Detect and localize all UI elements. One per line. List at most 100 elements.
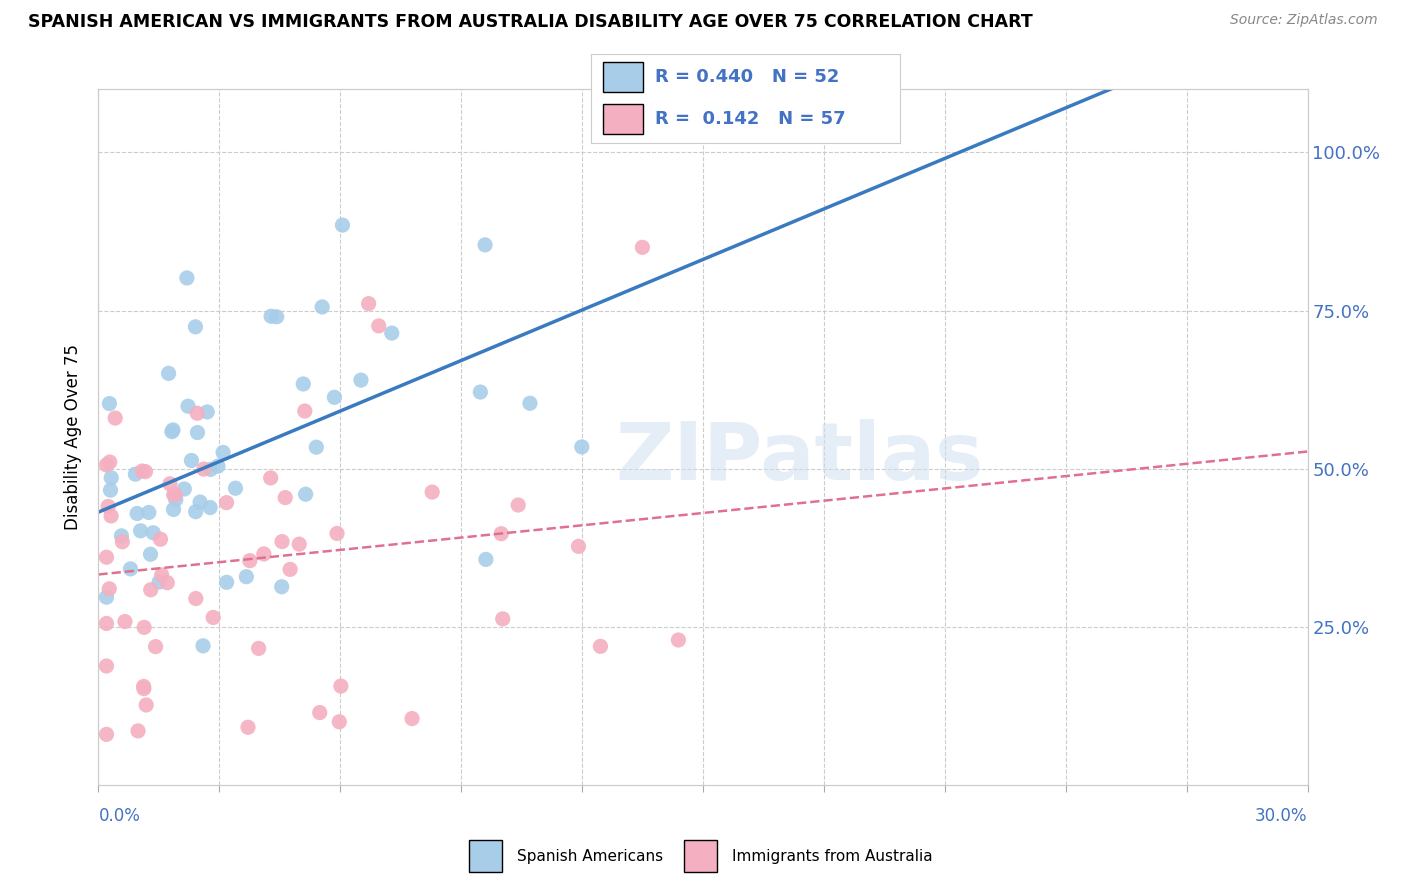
Point <box>260 471 283 485</box>
Point <box>124 467 146 482</box>
Point <box>129 524 152 538</box>
Point <box>177 399 200 413</box>
Point <box>176 271 198 285</box>
Point <box>110 529 132 543</box>
Point <box>305 440 328 454</box>
Point <box>288 537 311 551</box>
Point <box>253 547 276 561</box>
Point <box>191 639 214 653</box>
Point <box>294 404 316 418</box>
Point <box>96 550 118 565</box>
Point <box>329 679 352 693</box>
Point <box>104 411 127 425</box>
Point <box>127 723 149 738</box>
Point <box>96 616 118 631</box>
Point <box>96 659 118 673</box>
Point <box>142 525 165 540</box>
Point <box>631 240 654 254</box>
FancyBboxPatch shape <box>468 840 502 872</box>
Point <box>96 727 118 741</box>
Point <box>195 405 218 419</box>
Point <box>97 500 120 514</box>
Point <box>266 310 288 324</box>
Point <box>163 488 186 502</box>
Point <box>186 425 208 440</box>
Point <box>188 495 211 509</box>
Text: ZIPatlas: ZIPatlas <box>616 419 984 497</box>
Point <box>132 680 155 694</box>
Point <box>198 500 221 515</box>
Point <box>260 310 283 324</box>
Point <box>165 487 187 501</box>
Point <box>180 453 202 467</box>
Point <box>381 326 404 340</box>
Point <box>165 492 187 507</box>
Point <box>308 706 330 720</box>
Point <box>145 640 167 654</box>
Point <box>207 459 229 474</box>
Point <box>162 502 184 516</box>
FancyBboxPatch shape <box>603 104 643 134</box>
Text: Spanish Americans: Spanish Americans <box>516 849 662 863</box>
Point <box>139 582 162 597</box>
Point <box>159 476 181 491</box>
Point <box>134 620 156 634</box>
Point <box>247 641 270 656</box>
Point <box>367 318 389 333</box>
Point <box>173 482 195 496</box>
Point <box>139 547 162 561</box>
Point <box>138 505 160 519</box>
Point <box>157 367 180 381</box>
Point <box>184 319 207 334</box>
Point <box>131 464 153 478</box>
Point <box>149 532 172 546</box>
Point <box>332 218 354 232</box>
Point <box>212 445 235 459</box>
Point <box>100 483 122 498</box>
Point <box>294 487 316 501</box>
Point <box>239 554 262 568</box>
Point <box>184 505 207 519</box>
Point <box>215 575 238 590</box>
Point <box>567 539 589 553</box>
Point <box>489 526 512 541</box>
Point <box>401 712 423 726</box>
Point <box>160 425 183 439</box>
Point <box>120 562 142 576</box>
Point <box>150 568 173 582</box>
Point <box>135 698 157 712</box>
Point <box>236 720 259 734</box>
Point <box>571 440 593 454</box>
Point <box>132 681 155 696</box>
Point <box>96 458 118 472</box>
Point <box>328 714 350 729</box>
Point <box>508 498 530 512</box>
Point <box>666 632 689 647</box>
Text: SPANISH AMERICAN VS IMMIGRANTS FROM AUSTRALIA DISABILITY AGE OVER 75 CORRELATION: SPANISH AMERICAN VS IMMIGRANTS FROM AUST… <box>28 13 1033 31</box>
Point <box>470 385 492 400</box>
Point <box>148 574 170 589</box>
Point <box>589 640 612 654</box>
Text: 0.0%: 0.0% <box>98 807 141 825</box>
Point <box>202 610 225 624</box>
Text: R =  0.142   N = 57: R = 0.142 N = 57 <box>655 110 846 128</box>
Text: R = 0.440   N = 52: R = 0.440 N = 52 <box>655 68 839 86</box>
Y-axis label: Disability Age Over 75: Disability Age Over 75 <box>65 344 83 530</box>
Point <box>96 591 118 605</box>
Point <box>311 300 333 314</box>
Point <box>162 423 184 437</box>
Point <box>224 481 246 495</box>
Point <box>100 471 122 485</box>
Point <box>184 591 207 606</box>
Text: Immigrants from Australia: Immigrants from Australia <box>731 849 932 863</box>
Point <box>98 455 121 469</box>
Point <box>100 508 122 523</box>
Point <box>215 496 238 510</box>
Point <box>474 238 496 252</box>
Point <box>186 406 208 420</box>
Point <box>420 485 443 500</box>
Point <box>475 552 498 566</box>
Point <box>271 534 294 549</box>
Point <box>156 575 179 590</box>
Point <box>200 462 222 476</box>
